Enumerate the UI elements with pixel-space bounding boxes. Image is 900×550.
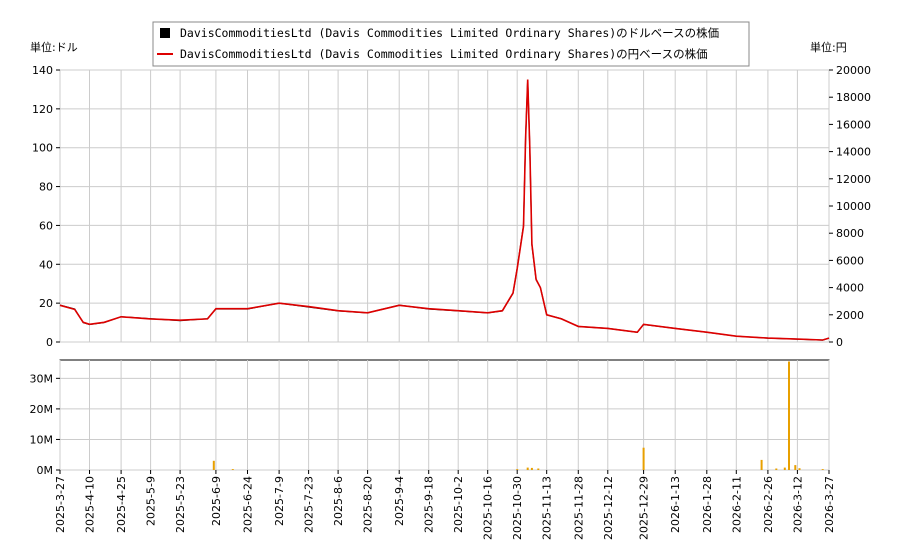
right-tick-label: 18000: [836, 91, 871, 104]
left-tick-label: 140: [32, 64, 53, 77]
volume-plot-frame: [59, 359, 830, 471]
x-tick-label: 2025-9-4: [393, 476, 406, 526]
price-plot: 0 20 40 60 80 100 120 140 0 2000 4000 6000 8000 1000…: [32, 64, 871, 349]
legend-usd-swatch: [160, 28, 170, 38]
price-plot-frame: [59, 69, 830, 343]
left-tick-label: 0: [46, 336, 53, 349]
right-tick-label: 8000: [836, 227, 864, 240]
volume-bar: [783, 467, 786, 470]
volume-tick-label: 0M: [37, 464, 54, 477]
left-tick-label: 20: [39, 297, 53, 310]
volume-bar: [775, 468, 778, 470]
volume-grid-horizontal: [60, 377, 829, 471]
left-tick-label: 60: [39, 219, 53, 232]
right-tick-label: 14000: [836, 146, 871, 159]
left-tick-label: 100: [32, 142, 53, 155]
right-axis-unit: 単位:円: [810, 40, 847, 54]
x-tick-label: 2025-7-23: [303, 476, 316, 533]
left-tick-label: 40: [39, 258, 53, 271]
volume-bar: [642, 447, 645, 470]
left-price-axis: 0 20 40 60 80 100 120 140: [32, 64, 60, 349]
x-tick-label: 2025-3-27: [54, 476, 67, 533]
x-tick-label: 2025-5-9: [145, 476, 158, 526]
x-tick-label: 2025-8-6: [332, 476, 345, 526]
left-tick-label: 80: [39, 181, 53, 194]
x-tick-label: 2025-10-2: [452, 476, 465, 533]
x-tick-label: 2026-1-28: [701, 476, 714, 533]
right-price-axis: 0 2000 4000 6000 8000 10000 12000 14000 16000 180…: [829, 64, 871, 349]
volume-bar: [788, 361, 790, 470]
x-tick-label: 2025-5-23: [174, 476, 187, 533]
right-tick-label: 6000: [836, 254, 864, 267]
legend-jpy-label: DavisCommoditiesLtd (Davis Commodities L…: [180, 47, 708, 61]
x-tick-label: 2026-3-12: [791, 476, 804, 533]
volume-bar: [212, 460, 215, 470]
right-tick-label: 20000: [836, 64, 871, 77]
price-grid-horizontal: [60, 69, 829, 343]
volume-tick-label: 30M: [30, 372, 54, 385]
right-tick-label: 0: [836, 336, 843, 349]
x-tick-label: 2025-7-9: [273, 476, 286, 526]
volume-plot: 0M 10M 20M 30M: [30, 359, 830, 477]
volume-bar: [821, 469, 824, 470]
x-tick-label: 2025-9-18: [423, 476, 436, 533]
x-tick-label: 2025-12-12: [602, 476, 615, 540]
x-tick-label: 2025-4-10: [83, 476, 96, 533]
right-tick-label: 12000: [836, 173, 871, 186]
left-axis-unit: 単位:ドル: [30, 40, 78, 54]
x-tick-label: 2025-11-28: [572, 476, 585, 540]
legend-usd-label: DavisCommoditiesLtd (Davis Commodities L…: [180, 26, 719, 40]
x-tick-label: 2025-8-20: [362, 476, 375, 533]
x-tick-label: 2025-6-9: [210, 476, 223, 526]
volume-bar: [526, 467, 529, 470]
date-axis: 2025-3-27 2025-4-10 2025-4-25 2025-5-9 2025-…: [54, 470, 836, 540]
volume-bar: [798, 468, 801, 470]
x-tick-label: 2026-2-11: [730, 476, 743, 533]
right-tick-label: 10000: [836, 200, 871, 213]
price-grid-vertical: [59, 70, 830, 342]
right-tick-label: 4000: [836, 282, 864, 295]
x-tick-label: 2025-6-24: [242, 476, 255, 533]
x-tick-label: 2025-4-25: [115, 476, 128, 533]
volume-tick-label: 10M: [30, 433, 54, 446]
volume-bars: [212, 361, 824, 470]
volume-bar: [231, 469, 234, 470]
volume-bar: [530, 467, 533, 470]
jpy-price-line: [59, 79, 830, 341]
right-tick-label: 2000: [836, 309, 864, 322]
x-tick-label: 2026-1-13: [669, 476, 682, 533]
x-tick-label: 2026-2-26: [762, 476, 775, 533]
left-tick-label: 120: [32, 103, 53, 116]
x-tick-label: 2025-12-29: [638, 476, 651, 540]
x-tick-label: 2025-10-30: [511, 476, 524, 540]
volume-bar: [760, 459, 763, 470]
right-tick-label: 16000: [836, 118, 871, 131]
x-tick-label: 2026-3-27: [823, 476, 836, 533]
volume-axis: 0M 10M 20M 30M: [30, 372, 60, 477]
x-tick-label: 2025-11-13: [541, 476, 554, 540]
volume-bar: [794, 465, 797, 470]
volume-bar: [516, 469, 519, 470]
x-tick-label: 2025-10-16: [482, 476, 495, 540]
legend-box: [152, 21, 750, 67]
legend: DavisCommoditiesLtd (Davis Commodities L…: [152, 21, 750, 67]
volume-bar: [537, 468, 540, 470]
volume-tick-label: 20M: [30, 403, 54, 416]
